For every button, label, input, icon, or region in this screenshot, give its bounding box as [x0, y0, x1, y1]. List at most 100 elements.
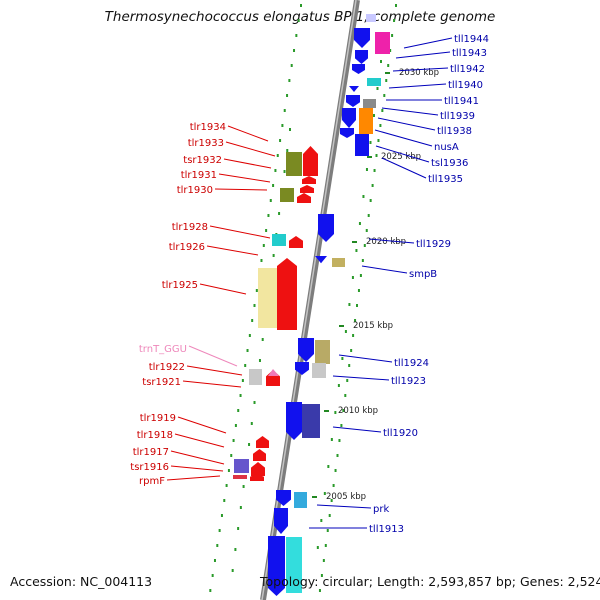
leader-line	[174, 433, 225, 448]
gene-label-tlr1922: tlr1922	[149, 362, 185, 373]
gene-tlr1933	[286, 152, 302, 176]
guide-dot-right	[338, 439, 341, 442]
guide-dot-left	[272, 184, 275, 187]
gene-tlr1925-block	[258, 268, 278, 328]
guide-dot-right	[379, 124, 382, 127]
gene-label-tlr1919: tlr1919	[140, 413, 176, 424]
leader-line	[338, 354, 393, 363]
guide-dot-left	[274, 169, 277, 172]
gene-tlr1926	[289, 236, 303, 248]
guide-dot-left	[241, 379, 244, 382]
gene-tll1939	[346, 95, 360, 107]
leader-line	[332, 375, 390, 381]
leader-line	[209, 225, 271, 239]
gene-label-tsr1916: tsr1916	[130, 462, 169, 473]
gene-smpB-marker	[315, 256, 327, 264]
gene-tll1920-block	[302, 404, 320, 438]
guide-dot-left	[300, 4, 302, 7]
gene-tlr1931	[300, 185, 314, 193]
leader-line	[368, 238, 415, 244]
gene-label-nusA: nusA	[434, 142, 459, 153]
inner-dot-right	[323, 492, 326, 495]
gene-label-tll1938: tll1938	[437, 126, 472, 137]
leader-line	[177, 416, 227, 434]
leader-line	[214, 188, 268, 191]
genes-value: 2,524	[567, 574, 600, 589]
guide-dot-left	[269, 199, 272, 202]
guide-dot-left	[295, 34, 298, 37]
guide-dot-left	[267, 214, 270, 217]
guide-dot-right	[356, 304, 358, 307]
map-title: Thermosynechococcus elongatus BP-1, comp…	[104, 9, 496, 25]
inner-dot-right	[344, 330, 347, 333]
gene-prk-block	[294, 492, 307, 508]
gene-tll1938	[342, 108, 356, 128]
guide-dot-right	[385, 79, 388, 82]
ruler-tick	[312, 496, 317, 498]
gene-label-tll1942: tll1942	[450, 64, 485, 75]
gene-tlr1928	[272, 234, 286, 246]
ruler-tick	[339, 325, 344, 327]
ruler-tick	[352, 241, 357, 243]
leader-line	[381, 157, 427, 179]
ruler-tick	[324, 410, 329, 412]
gene-tll1944	[354, 28, 370, 48]
guide-dot-right	[357, 289, 360, 292]
inner-dot-right	[355, 249, 358, 252]
guide-dot-left	[281, 124, 284, 127]
leader-line	[223, 158, 272, 169]
gene-tll1924	[298, 338, 314, 362]
guide-dot-right	[381, 109, 384, 112]
gene-label-tll1929: tll1929	[416, 239, 451, 250]
gene-tll1923-block	[312, 363, 326, 378]
accession-label: Accession:	[10, 574, 77, 589]
inner-dot-left	[258, 359, 261, 362]
gene-label-tlr1933: tlr1933	[188, 138, 224, 149]
guide-dot-left	[283, 109, 286, 112]
guide-dot-right	[361, 259, 364, 262]
guide-dot-right	[365, 229, 368, 232]
guide-dot-right	[320, 574, 323, 577]
guide-dot-left	[220, 514, 223, 517]
guide-dot-left	[297, 19, 300, 22]
gene-label-tlr1917: tlr1917	[133, 447, 169, 458]
guide-dot-left	[290, 64, 293, 67]
guide-dot-right	[383, 94, 386, 97]
leader-line	[316, 504, 372, 509]
guide-dot-left	[288, 79, 291, 82]
inner-dot-left	[231, 569, 234, 572]
guide-dot-left	[239, 394, 242, 397]
gene-label-tll1935: tll1935	[428, 174, 463, 185]
guide-dot-right	[359, 274, 362, 277]
gene-prk	[276, 490, 291, 506]
gene-tll1941	[349, 86, 359, 92]
guide-dot-left	[293, 49, 296, 52]
guide-dot-right	[326, 529, 329, 532]
guide-dot-right	[367, 214, 370, 217]
gene-label-tll1913: tll1913	[369, 524, 404, 535]
leader-line	[206, 245, 259, 256]
guide-dot-right	[371, 184, 374, 187]
inner-dot-right	[337, 384, 340, 387]
gene-tll1929	[318, 214, 334, 242]
guide-dot-left	[223, 499, 226, 502]
guide-dot-left	[251, 319, 254, 322]
guide-dot-right	[373, 169, 376, 172]
gene-tsr1916	[250, 474, 264, 481]
guide-dot-left	[276, 154, 279, 157]
gene-label-tll1924: tll1924	[394, 358, 429, 369]
gene-label-tsl1936: tsl1936	[431, 158, 468, 169]
guide-dot-right	[350, 349, 353, 352]
gene-tsr1916-block	[233, 475, 247, 479]
gene-tll1939-block	[363, 99, 376, 108]
guide-dot-left	[218, 529, 221, 532]
guide-dot-right	[322, 559, 325, 562]
inner-dot-left	[261, 338, 264, 341]
inner-dot-right	[380, 60, 382, 63]
guide-dot-right	[336, 454, 339, 457]
leader-line	[188, 345, 238, 367]
gene-tll1943	[375, 32, 390, 54]
gene-label-tlr1925: tlr1925	[162, 280, 198, 291]
inner-dot-left	[242, 485, 245, 488]
leader-line	[377, 117, 436, 131]
